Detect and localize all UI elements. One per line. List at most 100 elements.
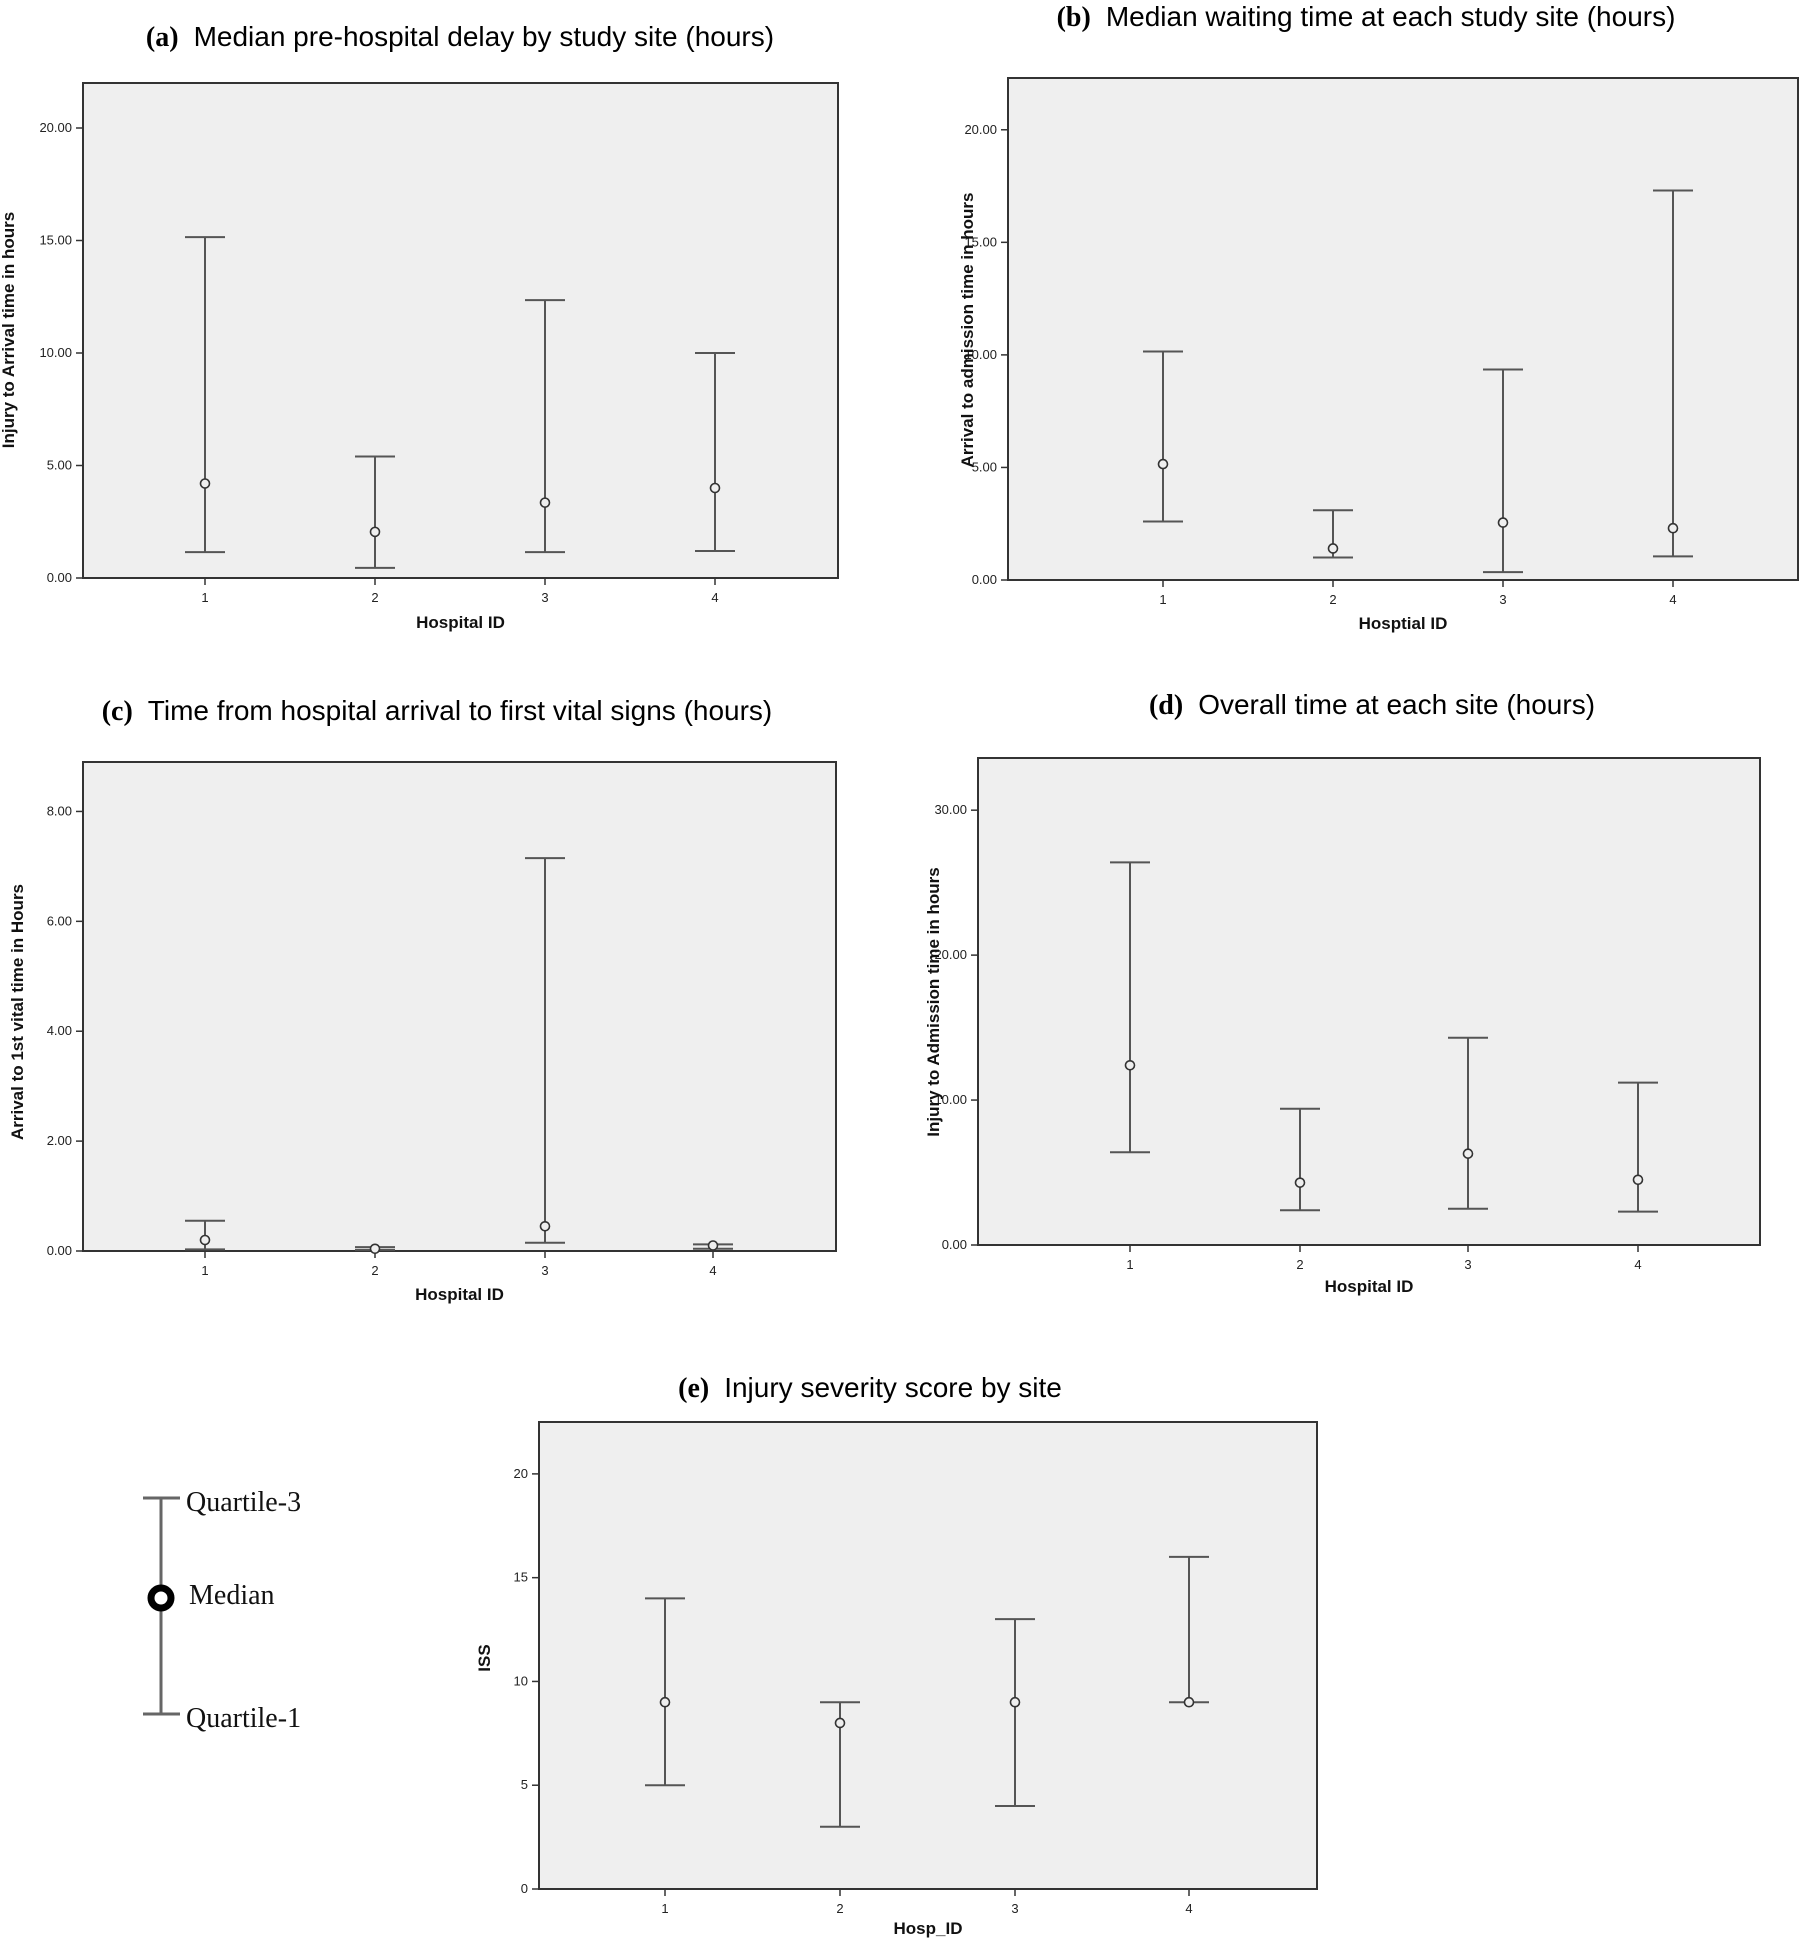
panel-a-xtick-label: 4 <box>711 590 718 605</box>
panel-e-xtick-label: 3 <box>1011 1901 1018 1916</box>
panel-b-plot-area <box>1007 77 1799 581</box>
panel-b-letter: (b) <box>1057 2 1091 33</box>
panel-d-x-axis-label: Hospital ID <box>1325 1277 1414 1296</box>
panel-c-xtick-label: 1 <box>201 1263 208 1278</box>
panel-b-ytick-label: 5.00 <box>972 459 997 474</box>
panel-e-y-axis-label: ISS <box>475 1644 494 1671</box>
panel-b-ytick-label: 15.00 <box>964 234 997 249</box>
panel-a-ytick-label: 10.00 <box>39 345 72 360</box>
panel-e-xtick-label: 2 <box>836 1901 843 1916</box>
panel-a-title-text: Median pre-hospital delay by study site … <box>194 21 775 52</box>
panel-a-xtick-label: 1 <box>201 590 208 605</box>
panel-a-xtick-label: 3 <box>541 590 548 605</box>
panel-c-xtick-label: 2 <box>371 1263 378 1278</box>
panel-d-y-axis-label: Injury to Admission time in hours <box>924 867 943 1137</box>
panel-e-ytick-label: 5 <box>521 1777 528 1792</box>
panel-b-xtick-label: 4 <box>1669 592 1676 607</box>
panel-c-y-axis-label: Arrival to 1st vital time in Hours <box>8 884 27 1140</box>
panel-a-xtick-label: 2 <box>371 590 378 605</box>
panel-e-median-marker-1 <box>659 1696 671 1708</box>
panel-d-xtick-label: 1 <box>1126 1257 1133 1272</box>
panel-b-xtick-label: 2 <box>1329 592 1336 607</box>
panel-e-median-marker-2 <box>834 1717 846 1729</box>
panel-d-title-text: Overall time at each site (hours) <box>1198 689 1595 720</box>
panel-c-xtick-label: 3 <box>541 1263 548 1278</box>
panel-c-median-marker-3 <box>539 1220 551 1232</box>
panel-b-xtick-label: 1 <box>1159 592 1166 607</box>
panel-c-median-marker-1 <box>199 1234 211 1246</box>
panel-a-plot-area <box>82 82 839 579</box>
panel-b-median-marker-3 <box>1497 517 1509 528</box>
panel-a-letter: (a) <box>146 22 179 53</box>
panel-d-xtick-label: 2 <box>1296 1257 1303 1272</box>
panel-c-ytick-label: 6.00 <box>47 913 72 928</box>
panel-a-ytick-label: 15.00 <box>39 233 72 248</box>
panel-c-title: (c) Time from hospital arrival to first … <box>102 695 773 727</box>
panel-e-title: (e) Injury severity score by site <box>678 1372 1062 1404</box>
panel-b-median-marker-4 <box>1667 522 1679 534</box>
panel-d-xtick-label: 3 <box>1464 1257 1471 1272</box>
panel-d-median-marker-4 <box>1632 1174 1644 1186</box>
panel-a-x-axis-label: Hospital ID <box>416 613 505 632</box>
panel-e-ytick-label: 20 <box>514 1466 528 1481</box>
panel-d-letter: (d) <box>1149 690 1183 721</box>
panel-d-ytick-label: 30.00 <box>934 802 967 817</box>
panel-b-x-axis-label: Hosptial ID <box>1359 614 1448 633</box>
panel-a-median-marker-4 <box>709 482 721 494</box>
panel-b-y-axis-label: Arrival to admission time in hours <box>958 193 977 468</box>
panel-b-xtick-label: 3 <box>1499 592 1506 607</box>
panel-d-ytick-label: 0.00 <box>942 1237 967 1252</box>
legend-median-marker <box>147 1584 175 1612</box>
legend-median-label: Median <box>189 1580 275 1611</box>
panel-b-ytick-label: 20.00 <box>964 122 997 137</box>
panel-a-median-marker-2 <box>369 526 381 538</box>
panel-e-ytick-label: 0 <box>521 1881 528 1896</box>
panel-d-median-marker-3 <box>1462 1148 1474 1159</box>
panel-d-ytick-label: 20.00 <box>934 947 967 962</box>
panel-d-median-marker-1 <box>1124 1059 1136 1071</box>
panel-c-chart: 0.00 2.00 4.00 6.00 8.00 1 2 3 4 Hospital ID Arriv… <box>8 761 837 1304</box>
panel-b-ytick-label: 10.00 <box>964 347 997 362</box>
panel-a-median-marker-1 <box>199 478 211 489</box>
panel-c-median-marker-2 <box>369 1243 381 1255</box>
panel-d-chart: 0.00 10.00 20.00 30.00 1 2 3 4 Hospital ID Injury… <box>924 757 1761 1296</box>
panel-e-plot-area <box>538 1421 1318 1890</box>
legend-q3-label: Quartile-3 <box>186 1487 301 1518</box>
panel-c-ytick-label: 8.00 <box>47 803 72 818</box>
panel-c-title-text: Time from hospital arrival to first vita… <box>148 695 772 726</box>
panel-d-median-marker-2 <box>1294 1177 1306 1188</box>
panel-e-letter: (e) <box>678 1373 709 1404</box>
panel-d-xtick-label: 4 <box>1634 1257 1641 1272</box>
panel-b-title-text: Median waiting time at each study site (… <box>1106 1 1676 32</box>
panel-c-xtick-label: 4 <box>709 1263 716 1278</box>
panel-c-x-axis-label: Hospital ID <box>415 1285 504 1304</box>
panel-c-plot-area <box>82 761 837 1252</box>
panel-c-median-marker-4 <box>707 1240 719 1251</box>
panel-b-median-marker-2 <box>1327 543 1339 554</box>
legend-q1-label: Quartile-1 <box>186 1703 301 1734</box>
panel-e-ytick-label: 10 <box>514 1673 528 1688</box>
panel-e-title-text: Injury severity score by site <box>724 1372 1062 1403</box>
panel-a-chart: 0.00 5.00 10.00 15.00 20.00 1 2 3 4 Hospital ID In… <box>0 82 839 632</box>
panel-e-chart: 0 5 10 15 20 1 2 3 4 Hosp_ID ISS <box>475 1421 1318 1938</box>
panel-d-title: (d) Overall time at each site (hours) <box>1149 689 1595 721</box>
panel-d-plot-area <box>977 757 1761 1246</box>
panel-a-y-axis-label: Injury to Arrival time in hours <box>0 212 18 448</box>
panel-e-ytick-label: 15 <box>514 1570 528 1585</box>
panel-b-median-marker-1 <box>1157 458 1169 470</box>
panel-a-ytick-label: 0.00 <box>47 570 72 585</box>
panel-b-ytick-label: 0.00 <box>972 572 997 587</box>
panel-c-ytick-label: 0.00 <box>47 1243 72 1258</box>
panel-e-median-marker-3 <box>1009 1696 1021 1708</box>
panel-e-xtick-label: 1 <box>661 1901 668 1916</box>
panel-c-ytick-label: 2.00 <box>47 1133 72 1148</box>
panel-b-title: (b) Median waiting time at each study si… <box>1057 1 1676 33</box>
panel-e-x-axis-label: Hosp_ID <box>894 1919 963 1938</box>
panel-e-xtick-label: 4 <box>1185 1901 1192 1916</box>
legend-key: Quartile-3 Median Quartile-1 <box>143 1487 301 1734</box>
panel-c-ytick-label: 4.00 <box>47 1023 72 1038</box>
panel-b-chart: 0.00 5.00 10.00 15.00 20.00 1 2 3 4 Hosptial ID Ar… <box>958 77 1799 633</box>
panel-d-ytick-label: 10.00 <box>934 1092 967 1107</box>
panel-a-ytick-label: 20.00 <box>39 120 72 135</box>
